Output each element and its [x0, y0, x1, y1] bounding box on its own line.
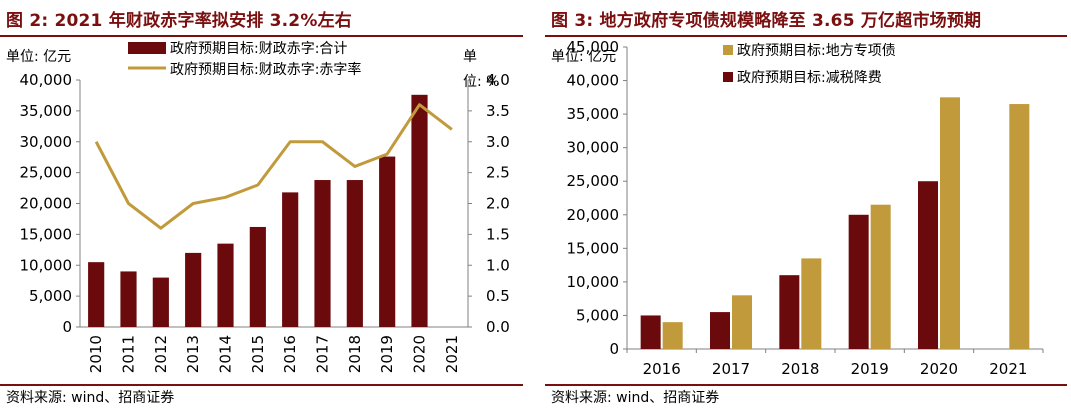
bar-special-bonds-2018 [801, 258, 822, 349]
source-rule [0, 384, 523, 386]
left-tick-label: 35,000 [20, 102, 73, 120]
plot-area: 0 5,000 10,000 15,000 20,000 25,000 30,000 35,0… [20, 71, 510, 373]
right-tick-label: 2.0 [486, 195, 510, 213]
chart-panel-deficit: 图 2: 2021 年财政赤字率拟安排 3.2%左右 单位: 亿元 单 位: %… [0, 0, 527, 410]
left-tick-label: 25,000 [20, 164, 73, 182]
bar-tax-cuts-2019 [848, 214, 869, 349]
x-tick-label: 2012 [152, 335, 170, 373]
right-tick-label: 1.5 [486, 225, 510, 243]
x-tick-label: 2013 [184, 335, 202, 373]
x-tick-label: 2020 [920, 360, 958, 378]
right-tick-label: 3.5 [486, 102, 510, 120]
bar-tax-cuts-2017 [710, 312, 730, 349]
line-deficit-rate [94, 103, 453, 230]
right-tick-label: 1.0 [486, 256, 510, 274]
bar-deficit-2018 [346, 180, 363, 327]
x-tick-label: 2011 [120, 335, 138, 373]
legend-label-deficit-rate: 政府预期目标:财政赤字:赤字率 [170, 61, 361, 78]
x-tick-label: 2021 [989, 360, 1027, 378]
right-axis-unit-line2: 位: % [463, 74, 499, 90]
legend-swatch-deficit-total [128, 42, 166, 54]
left-tick-label: 0 [62, 318, 72, 336]
left-axis-unit: 单位: 亿元 [6, 49, 71, 65]
y-tick-label: 0 [609, 340, 619, 358]
legend: 政府预期目标:财政赤字:合计 政府预期目标:财政赤字:赤字率 [128, 41, 361, 78]
x-tick-label: 2020 [411, 335, 429, 373]
x-tick-label: 2019 [378, 335, 396, 373]
y-tick-label: 30,000 [567, 139, 620, 157]
source-note: 资料来源: wind、招商证券 [6, 390, 175, 406]
x-tick-label: 2016 [281, 335, 299, 373]
y-tick-label: 20,000 [567, 206, 620, 224]
bar-deficit-2020 [411, 94, 428, 327]
bar-deficit-2015 [249, 226, 266, 327]
right-tick-label: 0.5 [486, 287, 510, 305]
x-tick-label: 2014 [217, 335, 235, 373]
left-tick-label: 40,000 [20, 71, 73, 89]
legend-label-special-bonds: 政府预期目标:地方专项债 [737, 43, 896, 59]
left-axis-unit: 单位: 亿元 [551, 49, 616, 65]
left-tick-label: 30,000 [20, 133, 73, 151]
x-tick-label: 2019 [851, 360, 889, 378]
right-tick-label: 2.5 [486, 164, 510, 182]
chart-title: 图 3: 地方政府专项债规模略降至 3.65 万亿超市场预期 [551, 11, 982, 31]
left-tick-label: 20,000 [20, 195, 73, 213]
bar-tax-cuts-2016 [640, 315, 661, 349]
x-tick-label: 2016 [643, 360, 681, 378]
y-tick-label: 5,000 [576, 306, 619, 324]
bar-deficit-2014 [217, 243, 234, 327]
left-tick-label: 5,000 [29, 287, 72, 305]
source-rule [545, 384, 1067, 386]
y-tick-label: 45,000 [567, 38, 620, 56]
right-tick-label: 4.0 [486, 71, 510, 89]
bar-deficit-2013 [185, 252, 202, 327]
bar-deficit-2017 [314, 180, 331, 327]
x-tick-label: 2015 [249, 335, 267, 373]
right-tick-label: 0.0 [486, 318, 510, 336]
bar-special-bonds-2019 [870, 204, 891, 349]
special-bonds-chart: 单位: 亿元 政府预期目标:地方专项债 政府预期目标:减税降费 0 5,000 10… [551, 38, 1044, 378]
bar-deficit-2011 [120, 271, 137, 327]
legend-label-deficit-total: 政府预期目标:财政赤字:合计 [170, 41, 347, 57]
bar-tax-cuts-2018 [779, 275, 800, 349]
deficit-chart: 单位: 亿元 单 位: % 政府预期目标:财政赤字:合计 政府预期目标:财政赤字… [6, 41, 510, 373]
bar-deficit-2010 [88, 262, 105, 327]
x-tick-label: 2017 [712, 360, 750, 378]
bar-tax-cuts-2020 [918, 181, 938, 349]
left-tick-label: 15,000 [20, 225, 73, 243]
bar-special-bonds-2021 [1009, 104, 1030, 350]
legend-swatch-special-bonds [723, 45, 733, 55]
y-tick-label: 25,000 [567, 172, 620, 190]
legend-label-tax-cuts: 政府预期目标:减税降费 [737, 70, 882, 86]
x-tick-label: 2021 [443, 335, 461, 373]
y-tick-label: 35,000 [567, 105, 620, 123]
x-tick-label: 2018 [781, 360, 819, 378]
x-tick-label: 2010 [87, 335, 105, 373]
y-tick-label: 40,000 [567, 72, 620, 90]
title-rule [0, 35, 523, 37]
y-tick-label: 15,000 [567, 239, 620, 257]
legend: 政府预期目标:地方专项债 政府预期目标:减税降费 [723, 43, 896, 86]
chart-title: 图 2: 2021 年财政赤字率拟安排 3.2%左右 [6, 11, 352, 31]
bar-special-bonds-2020 [940, 97, 960, 349]
x-tick-label: 2017 [314, 335, 332, 373]
right-axis-unit-line1: 单 [463, 49, 477, 65]
plot-area: 0 5,000 10,000 15,000 20,000 25,000 30,000 35,0… [567, 38, 1044, 378]
bar-deficit-2019 [379, 156, 396, 327]
chart-panel-special-bonds: 图 3: 地方政府专项债规模略降至 3.65 万亿超市场预期 单位: 亿元 政府… [545, 0, 1071, 410]
source-note: 资料来源: wind、招商证券 [551, 390, 720, 406]
left-tick-label: 10,000 [20, 256, 73, 274]
bar-deficit-2012 [152, 277, 169, 327]
legend-swatch-tax-cuts [723, 72, 733, 82]
title-rule [545, 35, 1067, 37]
bar-special-bonds-2017 [732, 295, 752, 349]
bar-special-bonds-2016 [662, 322, 683, 349]
y-tick-label: 10,000 [567, 273, 620, 291]
right-tick-label: 3.0 [486, 133, 510, 151]
bar-deficit-2016 [282, 192, 299, 327]
x-tick-label: 2018 [346, 335, 364, 373]
